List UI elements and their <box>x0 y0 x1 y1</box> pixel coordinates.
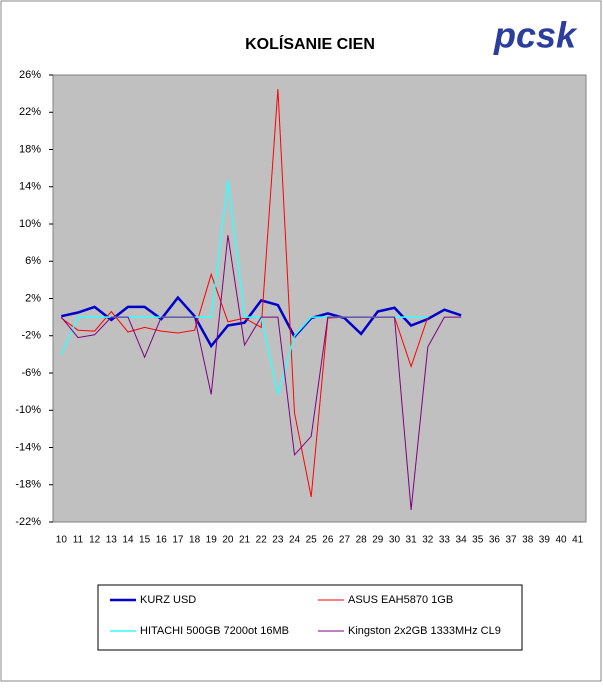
x-tick-label: 15 <box>139 535 151 546</box>
y-tick-label: -14% <box>15 441 41 453</box>
legend <box>97 584 523 651</box>
y-tick-label: -22% <box>15 516 41 528</box>
x-tick-label: 32 <box>422 535 434 546</box>
x-tick-label: 41 <box>572 535 584 546</box>
legend-label: Kingston 2x2GB 1333MHz CL9 <box>348 625 501 637</box>
x-tick-label: 35 <box>472 535 484 546</box>
x-tick-label: 20 <box>222 535 234 546</box>
series-line <box>60 235 462 510</box>
x-tick-label: 21 <box>239 535 251 546</box>
legend-label: KURZ USD <box>140 594 196 606</box>
y-tick-label: 22% <box>19 106 41 118</box>
y-tick-label: 18% <box>19 143 41 155</box>
y-tick-label: 2% <box>25 292 41 304</box>
legend-label: HITACHI 500GB 7200ot 16MB <box>140 625 289 637</box>
x-tick-label: 29 <box>372 535 384 546</box>
series-line <box>61 295 462 349</box>
x-tick-label: 37 <box>505 535 517 546</box>
x-tick-label: 26 <box>322 535 334 546</box>
x-tick-label: 12 <box>89 535 101 546</box>
logo: pcsk <box>493 15 578 56</box>
x-tick-label: 36 <box>489 535 501 546</box>
y-tick-label: -10% <box>15 404 41 416</box>
x-tick-label: 39 <box>539 535 551 546</box>
y-tick-label: -6% <box>21 367 41 379</box>
y-tick-label: 6% <box>25 255 41 267</box>
y-tick-label: 14% <box>19 181 41 193</box>
x-tick-label: 24 <box>289 535 301 546</box>
x-tick-label: 40 <box>555 535 567 546</box>
y-tick-label: 10% <box>19 218 41 230</box>
y-tick-label: 26% <box>19 69 41 81</box>
x-tick-label: 19 <box>206 535 218 546</box>
x-tick-label: 18 <box>189 535 201 546</box>
x-tick-label: 34 <box>456 535 468 546</box>
x-tick-label: 16 <box>156 535 168 546</box>
legend-label: ASUS EAH5870 1GB <box>348 594 453 606</box>
x-tick-label: 30 <box>389 535 401 546</box>
y-tick-label: -2% <box>21 330 41 342</box>
x-tick-label: 31 <box>406 535 418 546</box>
x-tick-label: 27 <box>339 535 351 546</box>
x-tick-label: 10 <box>56 535 68 546</box>
x-tick-label: 14 <box>122 535 134 546</box>
x-tick-label: 33 <box>439 535 451 546</box>
x-tick-label: 25 <box>306 535 318 546</box>
x-tick-label: 22 <box>256 535 268 546</box>
x-tick-label: 23 <box>272 535 284 546</box>
x-tick-label: 38 <box>522 535 534 546</box>
x-tick-label: 11 <box>73 535 84 546</box>
plot-area <box>52 74 587 523</box>
chart-title: KOLÍSANIE CIEN <box>245 34 375 53</box>
x-tick-label: 13 <box>106 535 118 546</box>
x-tick-label: 17 <box>172 535 184 546</box>
y-tick-label: -18% <box>15 479 41 491</box>
x-tick-label: 28 <box>356 535 368 546</box>
